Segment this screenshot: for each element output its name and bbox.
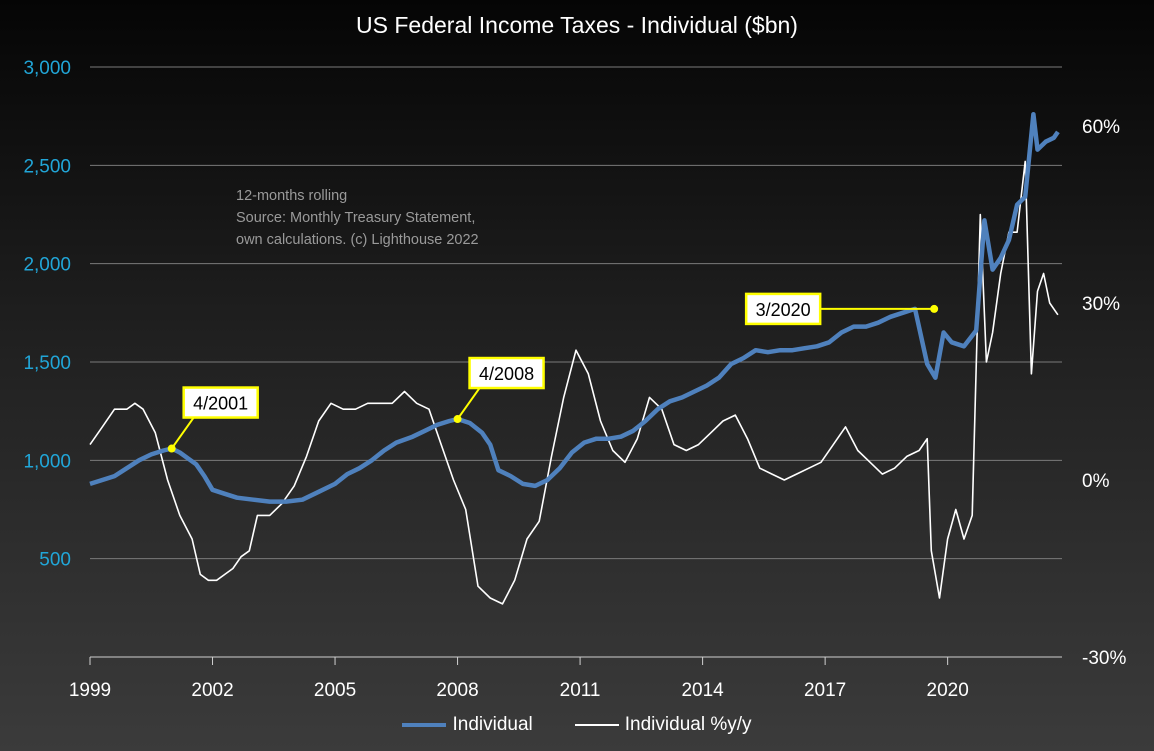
x-tick-label: 2011	[560, 680, 601, 701]
source-note: 12-months rolling Source: Monthly Treasur…	[236, 188, 479, 248]
legend-item-individual: Individual	[402, 714, 533, 736]
y-left-tick-label: 1,500	[23, 353, 71, 374]
callouts: 4/2001 4/2008 3/2020	[167, 292, 939, 453]
series-line-individual-yoy	[89, 160, 1059, 605]
y-left-tick-label: 500	[39, 550, 71, 571]
x-tick-label: 2008	[436, 680, 478, 701]
y-left-tick-label: 1,000	[23, 451, 71, 472]
callout-box	[182, 386, 259, 419]
callout-marker	[453, 415, 462, 424]
series-line-individual	[89, 111, 1060, 504]
callout-leader	[170, 416, 195, 450]
y-right-tick-label: -30%	[1082, 648, 1126, 669]
y-left-tick-label: 2,500	[23, 156, 71, 177]
callout-leader	[456, 387, 481, 420]
y-right-tick-label: 60%	[1082, 117, 1120, 138]
y-right-tick-label: 30%	[1082, 294, 1120, 315]
callout-label: 3/2020	[756, 300, 811, 320]
gridlines	[90, 66, 1062, 560]
x-tick-label: 2020	[927, 680, 969, 701]
legend: Individual Individual %y/y	[0, 714, 1154, 736]
callout-label: 4/2008	[479, 364, 534, 384]
legend-swatch-individual	[402, 723, 447, 727]
callout-label: 4/2001	[193, 394, 248, 414]
x-tick-label: 2014	[681, 680, 724, 701]
axes: 500 1,000 1,500 2,000 2,500 3,000 -30% 0% 30% 60%…	[23, 58, 1126, 701]
legend-label-individual: Individual	[452, 714, 533, 735]
callout-box	[744, 292, 822, 326]
source-note-line: own calculations. (c) Lighthouse 2022	[236, 232, 479, 248]
x-tick-label: 2002	[191, 680, 233, 701]
x-tick-label: 2005	[314, 680, 356, 701]
callout-box	[468, 356, 545, 390]
y-right-tick-label: 0%	[1082, 471, 1110, 492]
y-left-tick-label: 3,000	[23, 58, 71, 79]
series	[89, 111, 1060, 605]
legend-swatch-yoy	[574, 724, 619, 726]
y-left-tick-label: 2,000	[23, 255, 71, 276]
chart-title: US Federal Income Taxes - Individual ($b…	[356, 12, 798, 38]
legend-item-yoy: Individual %y/y	[574, 714, 752, 736]
callout-marker	[167, 444, 176, 453]
x-tick-label: 1999	[69, 680, 111, 701]
source-note-line: Source: Monthly Treasury Statement,	[236, 210, 475, 226]
source-note-line: 12-months rolling	[236, 188, 347, 204]
legend-label-yoy: Individual %y/y	[624, 714, 752, 735]
callout-marker	[930, 304, 939, 313]
x-tick-label: 2017	[804, 680, 846, 701]
